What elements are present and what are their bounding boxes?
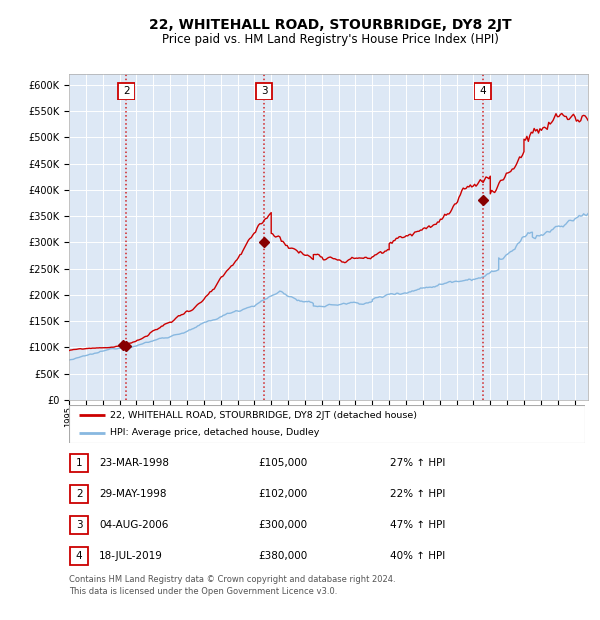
Text: 27% ↑ HPI: 27% ↑ HPI [390, 458, 445, 468]
Text: 22% ↑ HPI: 22% ↑ HPI [390, 489, 445, 499]
FancyBboxPatch shape [70, 516, 88, 534]
Text: 4: 4 [479, 86, 486, 96]
Text: 2: 2 [76, 489, 83, 499]
FancyBboxPatch shape [118, 82, 134, 100]
Text: 1: 1 [76, 458, 83, 468]
Text: 4: 4 [76, 551, 83, 561]
Text: 47% ↑ HPI: 47% ↑ HPI [390, 520, 445, 530]
Text: 3: 3 [261, 86, 268, 96]
Text: £102,000: £102,000 [258, 489, 307, 499]
Text: HPI: Average price, detached house, Dudley: HPI: Average price, detached house, Dudl… [110, 428, 320, 438]
Text: 22, WHITEHALL ROAD, STOURBRIDGE, DY8 2JT (detached house): 22, WHITEHALL ROAD, STOURBRIDGE, DY8 2JT… [110, 410, 417, 420]
Text: Contains HM Land Registry data © Crown copyright and database right 2024.
This d: Contains HM Land Registry data © Crown c… [69, 575, 395, 596]
Text: 29-MAY-1998: 29-MAY-1998 [99, 489, 167, 499]
Text: £380,000: £380,000 [258, 551, 307, 561]
Text: £300,000: £300,000 [258, 520, 307, 530]
FancyBboxPatch shape [70, 485, 88, 503]
Text: 04-AUG-2006: 04-AUG-2006 [99, 520, 169, 530]
FancyBboxPatch shape [69, 405, 585, 443]
Text: 18-JUL-2019: 18-JUL-2019 [99, 551, 163, 561]
Text: £105,000: £105,000 [258, 458, 307, 468]
FancyBboxPatch shape [256, 82, 272, 100]
FancyBboxPatch shape [475, 82, 491, 100]
Text: 40% ↑ HPI: 40% ↑ HPI [390, 551, 445, 561]
FancyBboxPatch shape [70, 454, 88, 472]
Text: Price paid vs. HM Land Registry's House Price Index (HPI): Price paid vs. HM Land Registry's House … [161, 33, 499, 45]
FancyBboxPatch shape [70, 547, 88, 565]
Text: 3: 3 [76, 520, 83, 530]
Text: 2: 2 [123, 86, 130, 96]
Text: 23-MAR-1998: 23-MAR-1998 [99, 458, 169, 468]
Text: 22, WHITEHALL ROAD, STOURBRIDGE, DY8 2JT: 22, WHITEHALL ROAD, STOURBRIDGE, DY8 2JT [149, 18, 511, 32]
